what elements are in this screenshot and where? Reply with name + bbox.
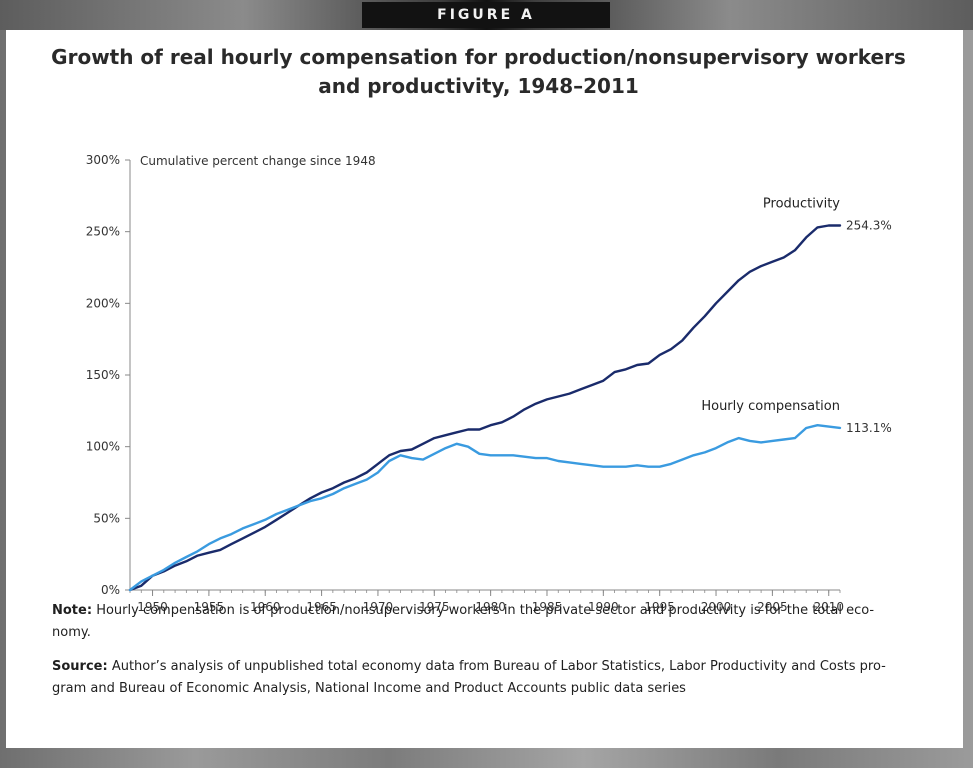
x-tick-label: 2010 [813, 600, 844, 614]
y-tick-label: 100% [86, 440, 120, 454]
x-tick-label: 1980 [475, 600, 506, 614]
y-tick-label: 200% [86, 296, 120, 310]
chart-axes [125, 159, 841, 596]
source-label: Source: [52, 659, 108, 674]
hourly-compensation-line-name-label: Hourly compensation [701, 399, 840, 414]
x-tick-label: 1985 [532, 600, 563, 614]
chart-series [128, 224, 842, 592]
hourly-compensation-line [128, 424, 842, 592]
y-tick-label: 300% [86, 153, 120, 167]
x-tick-label: 1960 [250, 600, 281, 614]
x-tick-label: 1995 [644, 600, 675, 614]
x-tick-label: 2000 [701, 600, 732, 614]
source-text: Author’s analysis of unpublished total e… [52, 659, 886, 696]
x-tick-label: 1975 [419, 600, 450, 614]
x-tick-label: 1990 [588, 600, 619, 614]
y-tick-label: 150% [86, 368, 120, 382]
chart-source: Source: Author’s analysis of unpublished… [52, 656, 912, 700]
x-tick-label: 1950 [137, 600, 168, 614]
y-tick-label: 50% [93, 511, 120, 525]
hourly-compensation-line-end-label: 113.1% [846, 421, 892, 435]
productivity-line-name-label: Productivity [763, 197, 840, 212]
y-tick-label: 250% [86, 225, 120, 239]
chart-note: Note: Hourly compensation is of producti… [52, 600, 912, 644]
x-tick-label: 1955 [194, 600, 225, 614]
figure-banner: FIGURE A [0, 0, 973, 30]
chart-labels: 0% 50% 100% 150% 200% 250% 300% 1950 1955 1960 196… [86, 153, 892, 614]
y-tick-label: 0% [101, 583, 120, 597]
figure-panel [6, 30, 963, 748]
productivity-line-end-label: 254.3% [846, 219, 892, 233]
y-axis-label: Cumulative percent change since 1948 [140, 154, 376, 168]
x-tick-label: 1965 [306, 600, 337, 614]
note-text: Hourly compensation is of production/non… [52, 603, 875, 640]
x-tick-label: 2005 [757, 600, 788, 614]
x-tick-label: 1970 [363, 600, 394, 614]
note-label: Note: [52, 603, 93, 618]
productivity-line [128, 224, 842, 592]
chart-title: Growth of real hourly compensation for p… [51, 45, 906, 98]
figure-label: FIGURE A [362, 2, 610, 28]
